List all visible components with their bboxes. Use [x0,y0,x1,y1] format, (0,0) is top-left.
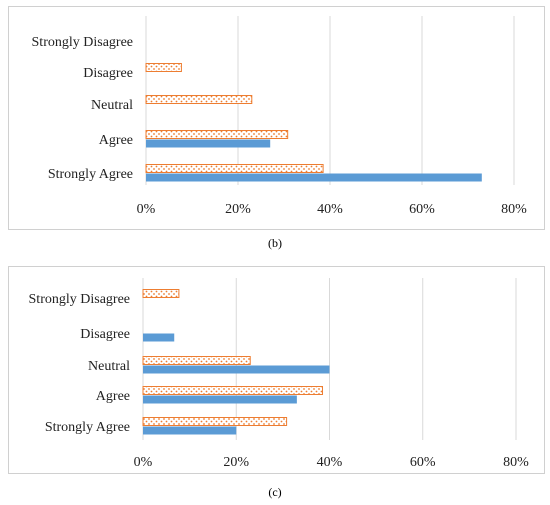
category-label-c-1: Disagree [80,327,130,342]
category-label-c-4: Strongly Agree [45,420,130,435]
bar-b-s1-4 [146,173,482,182]
bar-c-s0-3 [142,386,324,395]
x-tick-label-c-2: 40% [317,455,343,470]
x-tick-label-b-0: 0% [137,202,156,217]
bar-c-s0-2 [142,356,251,365]
x-tick-label-b-4: 80% [501,202,527,217]
chart-panel-b [8,6,545,230]
chart-caption-b: (b) [268,236,282,250]
category-label-b-2: Neutral [91,98,133,113]
category-label-b-0: Strongly Disagree [32,35,133,50]
bar-b-s0-1 [145,63,182,72]
x-tick-label-c-4: 80% [503,455,529,470]
category-label-b-1: Disagree [83,66,133,81]
chart-caption-c: (c) [268,485,282,499]
bar-c-s0-0 [142,289,180,298]
x-tick-label-b-2: 40% [317,202,343,217]
x-tick-label-c-0: 0% [134,455,153,470]
bar-b-s0-2 [145,95,253,104]
category-label-b-4: Strongly Agree [48,167,133,182]
x-tick-label-b-3: 60% [409,202,435,217]
bar-b-s1-3 [146,139,271,148]
category-label-c-0: Strongly Disagree [29,292,130,307]
bar-c-s1-2 [143,365,330,374]
category-label-b-3: Agree [99,133,133,148]
bar-b-s0-3 [145,130,289,139]
category-label-c-2: Neutral [88,359,130,374]
bar-c-s1-4 [143,426,237,435]
x-tick-label-c-3: 60% [410,455,436,470]
bar-c-s1-1 [143,333,175,342]
bar-b-s0-4 [145,164,324,173]
category-label-c-3: Agree [96,389,130,404]
bar-c-s1-3 [143,395,297,404]
x-tick-label-c-1: 20% [223,455,249,470]
x-tick-label-b-1: 20% [225,202,251,217]
bar-c-s0-4 [142,417,288,426]
